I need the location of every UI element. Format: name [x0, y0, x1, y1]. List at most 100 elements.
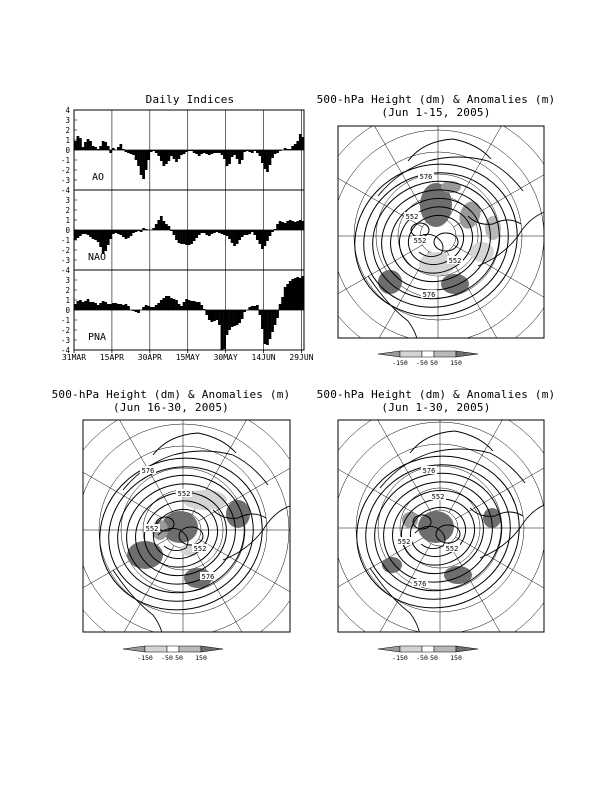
coastline — [222, 505, 290, 561]
index-bar — [258, 310, 262, 315]
index-bar — [207, 230, 211, 236]
index-bar — [79, 230, 82, 236]
colorbar-swatch — [421, 350, 435, 358]
index-bar — [91, 302, 95, 310]
colorbar-label: -150 — [392, 654, 408, 662]
index-bar — [96, 149, 100, 150]
index-bar — [172, 150, 176, 159]
meridian-line — [338, 244, 423, 295]
index-bar — [101, 301, 105, 310]
index-bar — [190, 301, 193, 310]
index-bar — [288, 281, 292, 310]
index-bar — [202, 150, 206, 153]
contour-label: 576 — [414, 580, 427, 588]
meridian-line — [446, 126, 502, 221]
index-bar — [114, 230, 118, 233]
index-bar — [243, 310, 247, 312]
index-bar — [248, 230, 252, 234]
index-bar — [276, 310, 279, 318]
coastline — [479, 504, 544, 559]
index-bar — [79, 138, 82, 150]
colorbar-swatch — [399, 645, 423, 653]
index-bar — [89, 302, 92, 310]
index-bar — [268, 150, 272, 165]
colorbar-map1: -150 -50 50 150 — [377, 350, 479, 367]
index-bar — [225, 150, 229, 166]
index-bar — [182, 150, 186, 154]
index-bar — [296, 141, 300, 150]
index-bar — [220, 150, 224, 155]
index-bar — [142, 228, 145, 230]
series-label-nao: NAO — [88, 252, 106, 263]
contour-label-bg — [444, 544, 460, 552]
index-bar — [89, 230, 92, 237]
coastline — [477, 211, 544, 267]
map1-title: 500-hPa Height (dm) & Anomalies (m) (Jun… — [305, 93, 567, 119]
colorbar-swatch — [399, 350, 423, 358]
index-bar — [192, 301, 196, 310]
contour-label: 576 — [423, 291, 436, 299]
index-bar — [266, 310, 269, 345]
colorbar-label: 150 — [450, 654, 462, 662]
index-bar — [228, 310, 231, 330]
indices-title: Daily Indices — [145, 93, 235, 106]
index-bar — [180, 306, 183, 310]
index-bar — [286, 284, 290, 310]
index-bar — [195, 302, 199, 310]
index-bar — [261, 150, 264, 163]
index-bar — [91, 230, 95, 239]
index-bar — [271, 230, 274, 232]
index-bar — [111, 303, 115, 310]
index-bar — [243, 230, 247, 235]
index-bar — [266, 230, 269, 241]
index-bar — [134, 310, 138, 312]
colorbar-map2: -150 -50 50 150 — [122, 645, 224, 662]
index-bar — [213, 230, 216, 233]
index-bar — [271, 310, 274, 332]
ytick-label: 1 — [65, 296, 70, 305]
index-bar — [298, 278, 302, 310]
contour-label-bg — [412, 236, 428, 244]
height-contour — [126, 483, 236, 585]
index-bar — [240, 230, 244, 237]
index-bar — [288, 149, 292, 150]
index-bar — [116, 304, 120, 310]
index-bar — [255, 305, 259, 310]
colorbar-swatch — [433, 350, 457, 358]
height-contour — [365, 464, 511, 600]
contour-label-bg — [200, 572, 216, 580]
index-bar — [278, 304, 282, 310]
index-bar — [250, 230, 254, 232]
index-bar — [291, 146, 295, 150]
index-bar — [157, 220, 161, 230]
contour-label-bg — [421, 290, 437, 298]
colorbar-map3: -150 -50 50 150 — [377, 645, 479, 662]
index-bar — [137, 150, 140, 166]
anomaly-shade — [483, 508, 501, 528]
index-bar — [195, 230, 199, 238]
contour-label-bg — [430, 492, 446, 500]
index-bar — [84, 230, 87, 234]
index-bar — [240, 310, 244, 319]
index-bar — [116, 147, 120, 150]
anomaly-shade — [382, 557, 402, 573]
colorbar-label: 50 — [430, 654, 438, 662]
index-bar — [230, 230, 234, 243]
index-bar — [147, 306, 151, 310]
index-bar — [218, 310, 221, 325]
index-bar — [253, 230, 257, 235]
index-bar — [185, 230, 188, 245]
index-bar — [152, 150, 156, 151]
index-bar — [129, 150, 133, 154]
index-bar — [122, 230, 125, 237]
meridian-line — [123, 545, 175, 632]
index-bar — [273, 150, 277, 154]
index-bar — [154, 150, 158, 153]
map-jun-1-15: 576 552 552 552 576 — [337, 125, 545, 339]
coastline — [367, 275, 418, 338]
index-bar — [200, 150, 204, 154]
contour-label-bg — [421, 466, 437, 474]
height-contour — [381, 189, 491, 291]
ytick-label: 2 — [65, 286, 70, 295]
index-bar — [235, 310, 239, 325]
